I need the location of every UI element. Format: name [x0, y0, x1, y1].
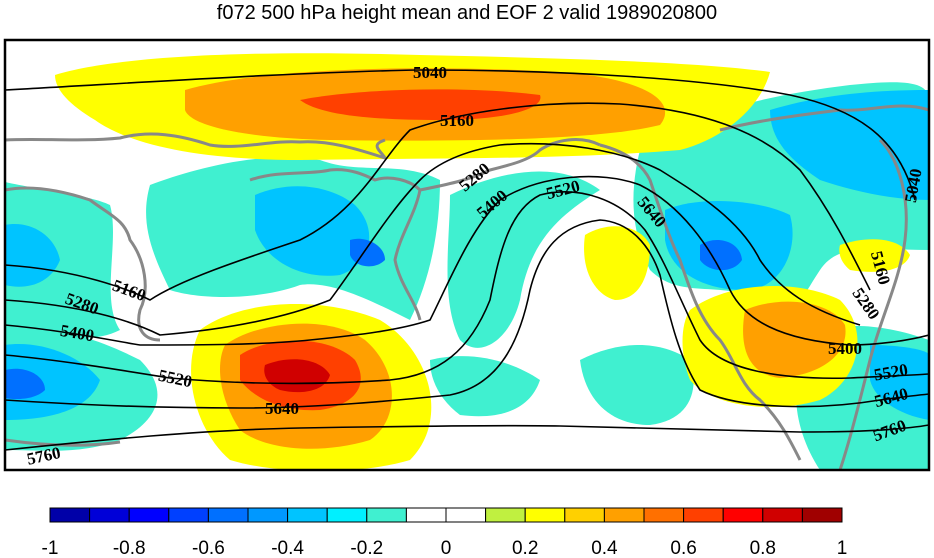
colorbar-swatch [247, 507, 289, 523]
colorbar-tick-label: -0.8 [113, 538, 146, 558]
blue-core-north-america [255, 186, 370, 276]
colorbar-swatch [683, 507, 724, 523]
colorbar-swatch [603, 507, 645, 523]
blue-core-southeast [870, 345, 929, 420]
colorbar-tick-label: -0.2 [350, 538, 383, 558]
cyan-region-west [5, 182, 120, 338]
colorbar-swatch [405, 507, 447, 523]
contour-5640-line [5, 219, 929, 409]
colorbar-swatch [524, 507, 566, 523]
colorbar-swatch [762, 507, 803, 523]
map-frame [3, 38, 931, 472]
contour-5160-line [5, 102, 871, 301]
positive-anomaly-east [584, 226, 910, 408]
blue-core-west [5, 224, 60, 287]
orange-region-east [743, 301, 846, 378]
colorbar-swatch [128, 507, 170, 523]
colorbar-swatch [643, 507, 685, 523]
colorbar-tick-label: 0.4 [591, 538, 618, 558]
contour-5520-line [5, 191, 929, 385]
yellow-region-central [584, 226, 650, 300]
colorbar-swatch [49, 507, 91, 523]
contour-5040-line [5, 69, 916, 201]
colorbar-tick-label: -0.4 [271, 538, 304, 558]
contour-5400-line [5, 175, 929, 346]
coastline-north [5, 132, 387, 160]
map-area: 5040 5160 5280 5400 5520 5640 5040 5160 … [5, 53, 929, 470]
colorbar-tick-label: 1 [837, 538, 848, 558]
coastline-south [5, 438, 121, 447]
contour-label-5160-north: 5160 [440, 111, 474, 130]
cyan-region-lower [430, 356, 540, 417]
colorbar-tick-label: 0.6 [670, 538, 696, 558]
colorbar-tick-label: -1 [42, 538, 59, 558]
chart-title: f072 500 hPa height mean and EOF 2 valid… [216, 2, 718, 24]
contour-5280-line [5, 142, 861, 336]
positive-anomaly-south [191, 303, 432, 470]
blue-core-northeast [770, 90, 929, 200]
coastline-alaska [5, 186, 161, 342]
deep-core-east [700, 240, 742, 271]
colorbar-swatch [287, 507, 328, 523]
colorbar-swatch [722, 507, 764, 523]
contour-5760-line [5, 424, 929, 451]
contour-label-5400-east: 5400 [828, 339, 862, 358]
colorbar-swatch [207, 507, 249, 523]
colorbar-tick-label: 0.8 [750, 538, 776, 558]
colorbar-tick-label: 0.2 [512, 538, 538, 558]
colorbar-swatch [445, 507, 487, 523]
colorbar-swatch [485, 507, 526, 523]
contour-label-5640-south: 5640 [265, 399, 299, 418]
colorbar-swatch [89, 507, 130, 523]
colorbar-swatch [326, 507, 368, 523]
colorbar: -1 -0.8 -0.6 -0.4 -0.2 0 0.2 0.4 0.6 0.8 1 [42, 507, 848, 558]
height-contours [5, 69, 929, 451]
cyan-region-south-central [580, 345, 694, 425]
deep-core-southwest [5, 368, 45, 400]
colorbar-tick-label: 0 [441, 538, 452, 558]
coastline-east [838, 138, 908, 470]
coastline-europe [599, 143, 802, 461]
coastline-greenland [419, 138, 601, 192]
contour-label-5040-north: 5040 [413, 63, 447, 82]
coastline-northamerica [249, 168, 422, 321]
colorbar-swatch [366, 507, 407, 523]
colorbar-tick-label: -0.6 [192, 538, 225, 558]
colorbar-swatch [168, 507, 209, 523]
colorbar-swatch [564, 507, 605, 523]
positive-anomaly-north [55, 53, 770, 160]
colorbar-swatch [801, 507, 843, 523]
